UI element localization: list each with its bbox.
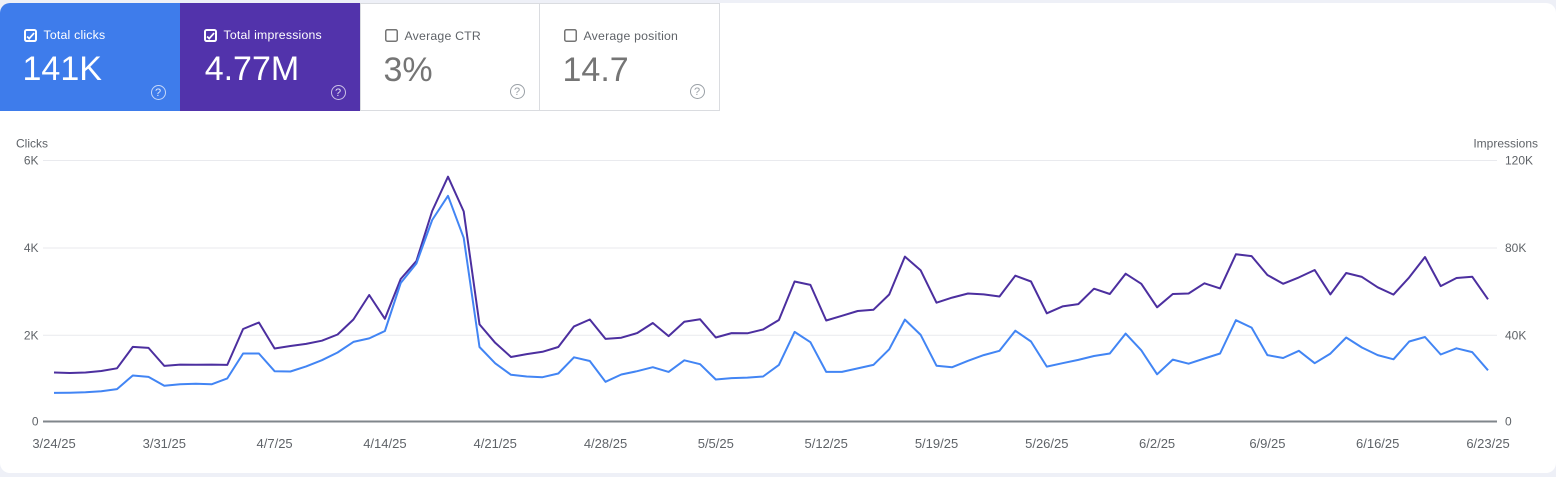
svg-text:5/26/25: 5/26/25 <box>1025 436 1068 451</box>
svg-text:6/23/25: 6/23/25 <box>1466 436 1509 451</box>
svg-text:Clicks: Clicks <box>16 137 48 151</box>
svg-text:40K: 40K <box>1505 329 1526 343</box>
svg-text:0: 0 <box>32 415 39 429</box>
svg-text:4/28/25: 4/28/25 <box>584 436 627 451</box>
svg-text:3/31/25: 3/31/25 <box>143 436 186 451</box>
svg-text:4/21/25: 4/21/25 <box>474 436 517 451</box>
svg-text:Impressions: Impressions <box>1473 137 1538 151</box>
svg-text:6/16/25: 6/16/25 <box>1356 436 1399 451</box>
svg-text:5/19/25: 5/19/25 <box>915 436 958 451</box>
svg-text:80K: 80K <box>1505 241 1526 255</box>
svg-text:120K: 120K <box>1505 154 1533 168</box>
svg-text:0: 0 <box>1505 415 1512 429</box>
svg-text:4/7/25: 4/7/25 <box>257 436 293 451</box>
svg-text:4K: 4K <box>24 241 39 255</box>
svg-text:2K: 2K <box>24 329 39 343</box>
svg-text:6K: 6K <box>24 154 39 168</box>
svg-text:5/5/25: 5/5/25 <box>698 436 734 451</box>
svg-text:5/12/25: 5/12/25 <box>805 436 848 451</box>
svg-text:4/14/25: 4/14/25 <box>363 436 406 451</box>
svg-text:6/2/25: 6/2/25 <box>1139 436 1175 451</box>
svg-text:6/9/25: 6/9/25 <box>1249 436 1285 451</box>
svg-text:3/24/25: 3/24/25 <box>32 436 75 451</box>
